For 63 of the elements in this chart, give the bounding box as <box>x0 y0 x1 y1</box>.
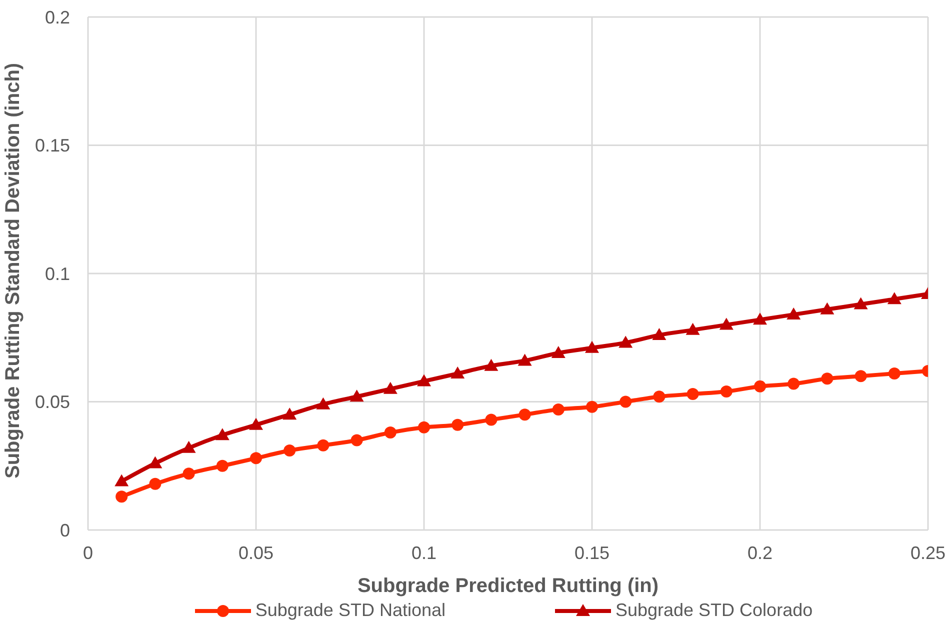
x-tick-label: 0.1 <box>411 542 437 563</box>
point <box>384 426 396 439</box>
point <box>586 400 598 413</box>
y-axis-title: Subgrade Rutting Standard Deviation (inch) <box>2 62 24 478</box>
point <box>820 302 834 314</box>
point <box>821 372 834 385</box>
point <box>518 354 532 366</box>
point <box>618 336 633 348</box>
point <box>116 490 128 503</box>
point <box>249 418 263 430</box>
point <box>788 378 800 390</box>
point <box>720 385 732 398</box>
x-tick-label: 0.2 <box>747 542 773 563</box>
legend-label: Subgrade STD National <box>255 600 446 621</box>
point <box>620 396 632 408</box>
y-tick-label: 0.1 <box>44 264 70 284</box>
point <box>114 474 129 486</box>
y-tick-label: 0.05 <box>34 392 70 412</box>
point <box>754 380 766 392</box>
x-tick-label: 0 <box>82 542 94 563</box>
point <box>350 390 364 402</box>
point <box>417 374 431 386</box>
point <box>652 328 666 340</box>
point <box>686 388 699 400</box>
point <box>888 368 900 380</box>
point <box>854 297 868 310</box>
point <box>148 456 162 468</box>
point <box>350 434 363 446</box>
point <box>786 308 801 320</box>
point <box>149 478 162 490</box>
y-tick-label: 0.2 <box>44 7 70 28</box>
point <box>418 421 430 434</box>
point <box>518 408 531 421</box>
x-tick-label: 0.25 <box>910 542 946 563</box>
point <box>686 322 700 335</box>
point <box>316 397 330 410</box>
point <box>653 390 666 403</box>
point <box>450 366 465 379</box>
point <box>452 418 464 431</box>
point <box>215 428 230 440</box>
point <box>250 452 262 464</box>
point <box>552 403 564 416</box>
point <box>282 408 297 420</box>
x-axis-title: Subgrade Predicted Rutting (in) <box>357 575 659 597</box>
y-tick-label: 0 <box>60 520 70 540</box>
point <box>383 382 398 394</box>
point <box>485 414 498 426</box>
point <box>182 468 195 480</box>
point <box>216 460 228 472</box>
point <box>551 346 566 358</box>
point <box>284 444 296 456</box>
point <box>854 370 867 382</box>
x-tick-label: 0.05 <box>238 542 274 563</box>
point <box>719 318 734 330</box>
point <box>182 440 196 453</box>
point <box>484 358 498 371</box>
y-tick-label: 0.15 <box>34 136 70 156</box>
point <box>753 312 767 325</box>
x-tick-label: 0.15 <box>574 542 610 563</box>
legend-label: Subgrade STD Colorado <box>615 600 813 621</box>
point <box>317 439 330 452</box>
point <box>887 292 902 304</box>
point <box>585 340 599 353</box>
